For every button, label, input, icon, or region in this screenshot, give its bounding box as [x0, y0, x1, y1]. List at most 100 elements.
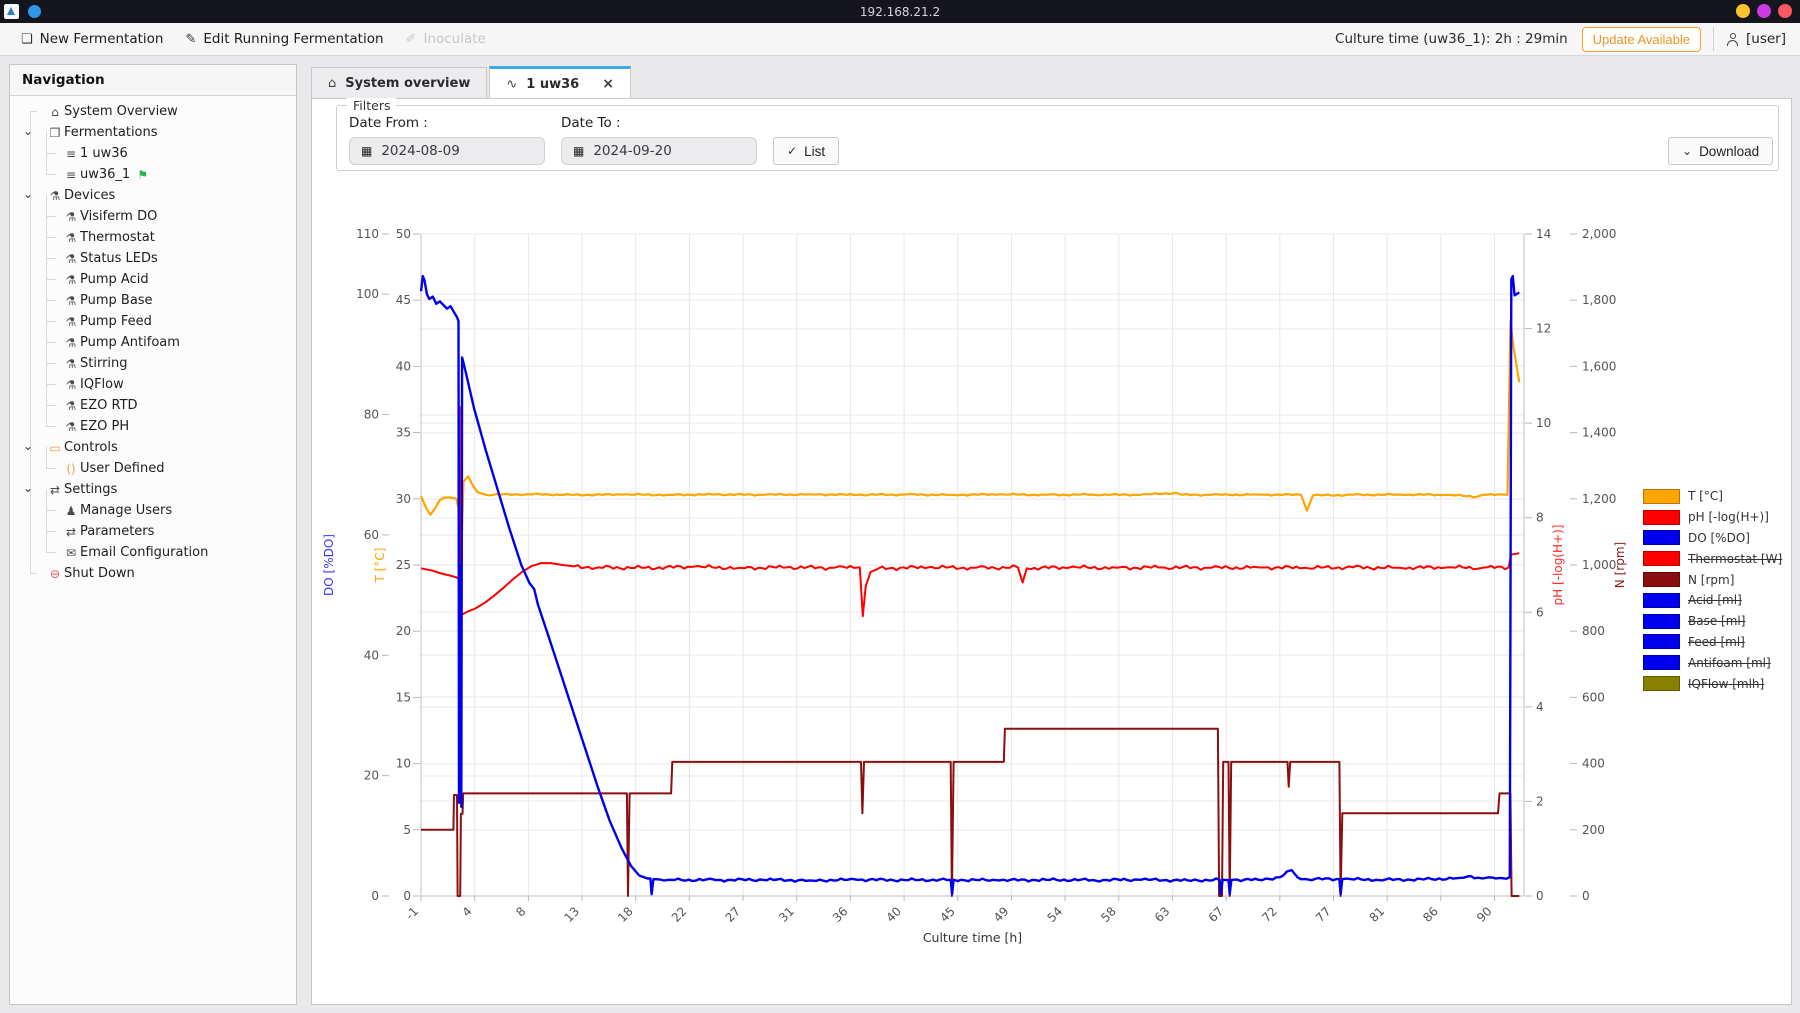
sidebar-item-system-overview[interactable]: ⌂ System Overview — [10, 101, 296, 122]
sidebar-item-label: Pump Acid — [80, 272, 149, 287]
sidebar-item-label: Parameters — [80, 524, 155, 539]
legend-item-feed-ml[interactable]: Feed [ml] — [1643, 632, 1782, 653]
update-available-button[interactable]: Update Available — [1581, 26, 1702, 52]
axis-tick-label: 30 — [396, 492, 411, 506]
date-from-input[interactable]: ▦ 2024-08-09 — [349, 137, 545, 165]
y-axis-n: 0 200 400 600 800 1,000 1,200 1,400 1,600 1,800 2,… — [1570, 227, 1627, 903]
date-to-value: 2024-09-20 — [593, 143, 672, 159]
close-icon[interactable]: × — [602, 76, 614, 92]
sidebar-item-user-defined[interactable]: () User Defined — [10, 447, 296, 479]
maximize-button[interactable] — [1757, 4, 1771, 18]
sidebar-item-fermentations[interactable]: ⌄ ❐ Fermentations — [10, 122, 296, 143]
tab-1-uw36[interactable]: ∿ 1 uw36 × — [489, 66, 631, 99]
x-tick-label: 67 — [1206, 904, 1227, 925]
sidebar-item-settings[interactable]: ⌄ ⇄ Settings — [10, 479, 296, 500]
sidebar-item-controls[interactable]: ⌄ ▭ Controls — [10, 437, 296, 458]
axis-tick-label: 15 — [396, 690, 411, 704]
axis-title-ph: pH [-log(H+)] — [1551, 525, 1565, 606]
sidebar-item-pump-base[interactable]: ⚗ Pump Base — [10, 279, 296, 311]
sidebar-item-iqflow[interactable]: ⚗ IQFlow — [10, 363, 296, 395]
axis-tick-label: 1,800 — [1582, 293, 1616, 307]
menu-item-new-fermentation[interactable]: ❏ New Fermentation — [10, 23, 174, 55]
sidebar-item-pump-antifoam[interactable]: ⚗ Pump Antifoam — [10, 321, 296, 353]
list-icon: ≡ — [65, 167, 77, 182]
sidebar-item-pump-feed[interactable]: ⚗ Pump Feed — [10, 300, 296, 332]
axis-tick-label: 0 — [1582, 889, 1590, 903]
sidebar-item-label: IQFlow — [80, 377, 124, 392]
date-to-input[interactable]: ▦ 2024-09-20 — [561, 137, 757, 165]
list-button[interactable]: ✓ List — [773, 137, 840, 165]
sidebar-item-status-leds[interactable]: ⚗ Status LEDs — [10, 237, 296, 269]
fermentation-chart: 0 20 40 60 80 100 110 DO [%DO] 0 5 10 15 20 25 30 35 40 4… — [312, 190, 1792, 980]
sidebar-item-visiferm-do[interactable]: ⚗ Visiferm DO — [10, 195, 296, 227]
sidebar-item-uw36-1[interactable]: ≡ uw36_1 ⚑ — [10, 153, 296, 185]
sidebar-item-shut-down[interactable]: ⊖ Shut Down — [10, 563, 296, 584]
y-axis-do: 0 20 40 60 80 100 110 DO [%DO] — [322, 227, 389, 903]
axis-tick-label: 0 — [403, 889, 411, 903]
x-tick-label: 54 — [1045, 904, 1066, 925]
legend-item-thermostat-w[interactable]: Thermostat [W] — [1643, 548, 1782, 569]
axis-title-n: N [rpm] — [1613, 542, 1627, 588]
legend-item-base-ml[interactable]: Base [ml] — [1643, 611, 1782, 632]
chevron-down-icon[interactable]: ⌄ — [23, 124, 34, 138]
sidebar-item-label: 1 uw36 — [80, 146, 128, 161]
download-button[interactable]: ⌄ Download — [1668, 137, 1774, 165]
x-tick-label: 36 — [830, 904, 851, 925]
sidebar-item-label: Devices — [64, 188, 116, 203]
sidebar-item-ezo-ph[interactable]: ⚗ EZO PH — [10, 405, 296, 437]
legend-label: Antifoam [ml] — [1688, 655, 1771, 670]
x-tick-label: 77 — [1313, 904, 1334, 925]
sidebar-item-label: Shut Down — [64, 566, 135, 581]
sidebar-item-stirring[interactable]: ⚗ Stirring — [10, 342, 296, 374]
legend-item-ph-log-h[interactable]: pH [-log(H+)] — [1643, 507, 1782, 528]
sliders-icon: ⇄ — [65, 524, 77, 539]
sidebar-item-parameters[interactable]: ⇄ Parameters — [10, 510, 296, 542]
legend-item-n-rpm[interactable]: N [rpm] — [1643, 569, 1782, 590]
sidebar-item-1-uw36[interactable]: ≡ 1 uw36 — [10, 132, 296, 164]
x-tick-label: 22 — [669, 904, 690, 925]
legend-swatch — [1643, 509, 1680, 525]
sidebar-item-manage-users[interactable]: ♟ Manage Users — [10, 489, 296, 521]
axis-tick-label: 1,000 — [1582, 558, 1616, 572]
legend-item-acid-ml[interactable]: Acid [ml] — [1643, 590, 1782, 611]
legend-swatch — [1643, 551, 1680, 567]
app-dot-icon — [28, 5, 41, 18]
axis-tick-label: 25 — [396, 558, 411, 572]
sidebar-item-email-configuration[interactable]: ✉ Email Configuration — [10, 531, 296, 563]
legend-swatch — [1643, 613, 1680, 629]
legend-swatch — [1643, 592, 1680, 608]
x-tick-label: 8 — [513, 904, 528, 919]
tab-system-overview[interactable]: ⌂ System overview — [311, 67, 488, 99]
sidebar-item-pump-acid[interactable]: ⚗ Pump Acid — [10, 258, 296, 290]
user-menu[interactable]: [user] — [1726, 31, 1786, 47]
legend-item-antifoam-ml[interactable]: Antifoam [ml] — [1643, 652, 1782, 673]
chevron-down-icon[interactable]: ⌄ — [23, 439, 34, 453]
device-icon: ⚗ — [65, 356, 77, 371]
device-icon: ⚗ — [65, 293, 77, 308]
menu-item-edit-running-fermentation[interactable]: ✎ Edit Running Fermentation — [174, 23, 394, 55]
legend-item-iqflow-mlh[interactable]: IQFlow [mlh] — [1643, 673, 1782, 694]
legend-item-t-c[interactable]: T [°C] — [1643, 486, 1782, 507]
axis-tick-label: 2,000 — [1582, 227, 1616, 241]
chevron-down-icon[interactable]: ⌄ — [23, 187, 34, 201]
sidebar-item-ezo-rtd[interactable]: ⚗ EZO RTD — [10, 384, 296, 416]
x-tick-label: 72 — [1259, 904, 1280, 925]
home-icon: ⌂ — [328, 76, 337, 91]
legend-swatch — [1643, 676, 1680, 692]
sidebar-item-label: Pump Feed — [80, 314, 152, 329]
axis-tick-label: 2 — [1536, 794, 1544, 808]
sidebar-item-devices[interactable]: ⌄ ⚗ Devices — [10, 185, 296, 206]
device-icon: ⚗ — [65, 377, 77, 392]
window-controls — [1736, 4, 1792, 18]
axis-tick-label: 400 — [1582, 757, 1605, 771]
filters-group: Filters Date From : ▦ 2024-08-09 Date To… — [336, 98, 1779, 171]
sidebar-item-label: Fermentations — [64, 125, 158, 140]
chevron-down-icon[interactable]: ⌄ — [23, 481, 34, 495]
axis-tick-label: 12 — [1536, 322, 1551, 336]
legend-label: Acid [ml] — [1688, 593, 1742, 608]
close-window-button[interactable] — [1778, 4, 1792, 18]
sidebar-item-thermostat[interactable]: ⚗ Thermostat — [10, 216, 296, 248]
legend-item-do-do[interactable]: DO [%DO] — [1643, 528, 1782, 549]
sidebar-item-label: Visiferm DO — [80, 209, 158, 224]
minimize-button[interactable] — [1736, 4, 1750, 18]
